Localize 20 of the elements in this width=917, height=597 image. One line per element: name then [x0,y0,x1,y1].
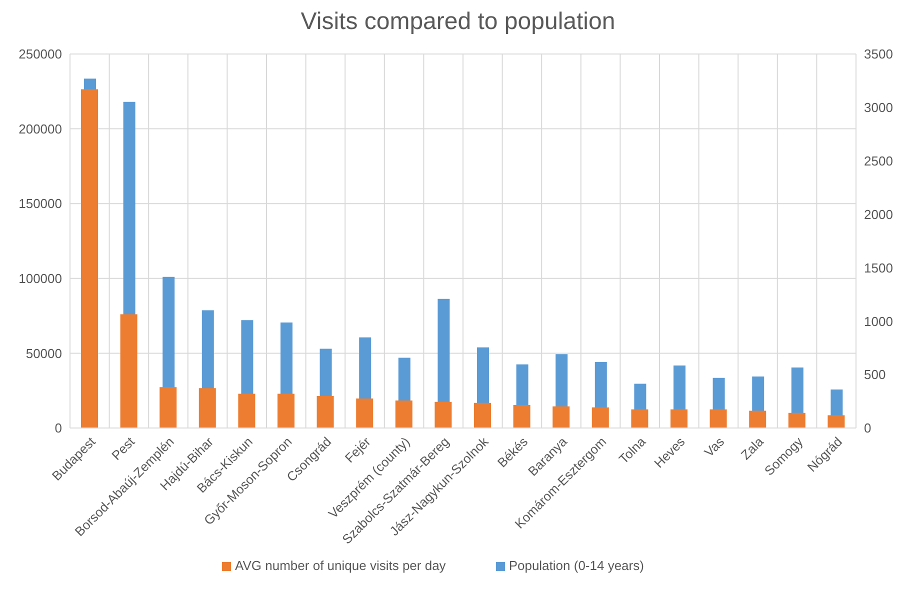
y2-tick-label: 1500 [864,260,893,276]
legend-label: Population (0-14 years) [508,558,644,573]
y2-tick-label: 3000 [864,100,893,116]
chart-title: Visits compared to population [300,8,616,36]
y-tick-label: 0 [54,420,62,436]
x-tick-label: Vas [701,434,728,460]
y2-tick-label: 2500 [864,153,893,168]
legend-label: AVG number of unique visits per day [235,558,446,573]
y2-tick-label: 2000 [864,206,893,222]
y-tick-label: 50000 [26,346,62,361]
y2-tick-label: 3500 [864,46,893,62]
y-tick-label: 250000 [18,46,62,62]
y2-tick-label: 1000 [864,314,893,329]
y-tick-label: 150000 [18,196,62,212]
y2-tick-label: 0 [864,420,872,436]
x-tick-label: Zala [738,434,767,463]
y-tick-label: 200000 [18,121,62,136]
y2-tick-label: 500 [864,367,886,382]
bar [434,402,452,428]
y-tick-label: 100000 [18,271,62,286]
